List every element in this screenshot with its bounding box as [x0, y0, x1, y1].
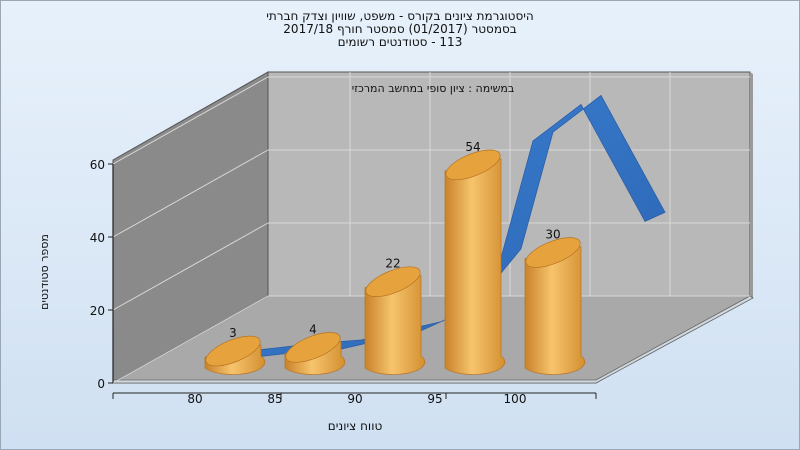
title-line-2: בסמסטר (01/2017) סמסטר חורף 2017/18 [283, 22, 517, 36]
bars: 3 4 22 54 30 [204, 140, 586, 375]
data-label-95: 54 [465, 140, 480, 154]
gridline-left-2 [112, 149, 269, 238]
bar-100: 30 [524, 228, 586, 375]
bar-body-95 [444, 158, 506, 375]
title-line-3: 113 - סטודנטים רשומים [337, 35, 463, 49]
bar-80: 3 [204, 326, 266, 375]
data-label-90: 22 [385, 257, 400, 271]
x-axis-title: טווח ציונים [328, 419, 383, 433]
data-label-85: 4 [309, 322, 317, 336]
data-label-100: 30 [545, 228, 560, 242]
y-tick-label-1: 20 [90, 304, 105, 318]
bar-top-85 [285, 332, 341, 363]
x-tick-label-4: 100 [504, 392, 527, 406]
gridline-left-1 [112, 222, 269, 311]
y-tick-label-0: 0 [97, 377, 105, 391]
x-tick-label-1: 85 [267, 392, 282, 406]
gridline-left-0 [112, 295, 269, 384]
y-axis-title: מספר סטודנטים [38, 234, 51, 310]
bar-top-95 [445, 149, 501, 181]
chart-title: היסטוגרמת ציונים בקורס - משפט, שוויון וצ… [0, 10, 800, 49]
bar-top-90 [365, 266, 421, 297]
gridline-left-3 [112, 76, 269, 165]
x-tick-label-2: 90 [347, 392, 362, 406]
data-label-80: 3 [229, 326, 237, 340]
bar-95: 54 [444, 140, 506, 375]
right-side [750, 72, 753, 298]
y-tick-label-2: 40 [90, 231, 105, 245]
annotation: במשימה : ציון סופי במחשב המרכזי [352, 82, 515, 95]
bar-90: 22 [364, 257, 426, 375]
gridlines [112, 72, 750, 384]
x-tick-label-0: 80 [187, 392, 202, 406]
bar-body-100 [524, 246, 586, 375]
title-line-1: היסטוגרמת ציונים בקורס - משפט, שוויון וצ… [266, 9, 534, 23]
bar-body-90 [364, 275, 426, 375]
x-tick-label-3: 95 [427, 392, 442, 406]
bar-85: 4 [284, 322, 346, 375]
bar-top-80 [205, 335, 261, 367]
axes: 0 20 40 60 80 85 90 95 100 [90, 158, 597, 406]
y-tick-label-3: 60 [90, 158, 105, 172]
bar-top-100 [525, 237, 581, 268]
